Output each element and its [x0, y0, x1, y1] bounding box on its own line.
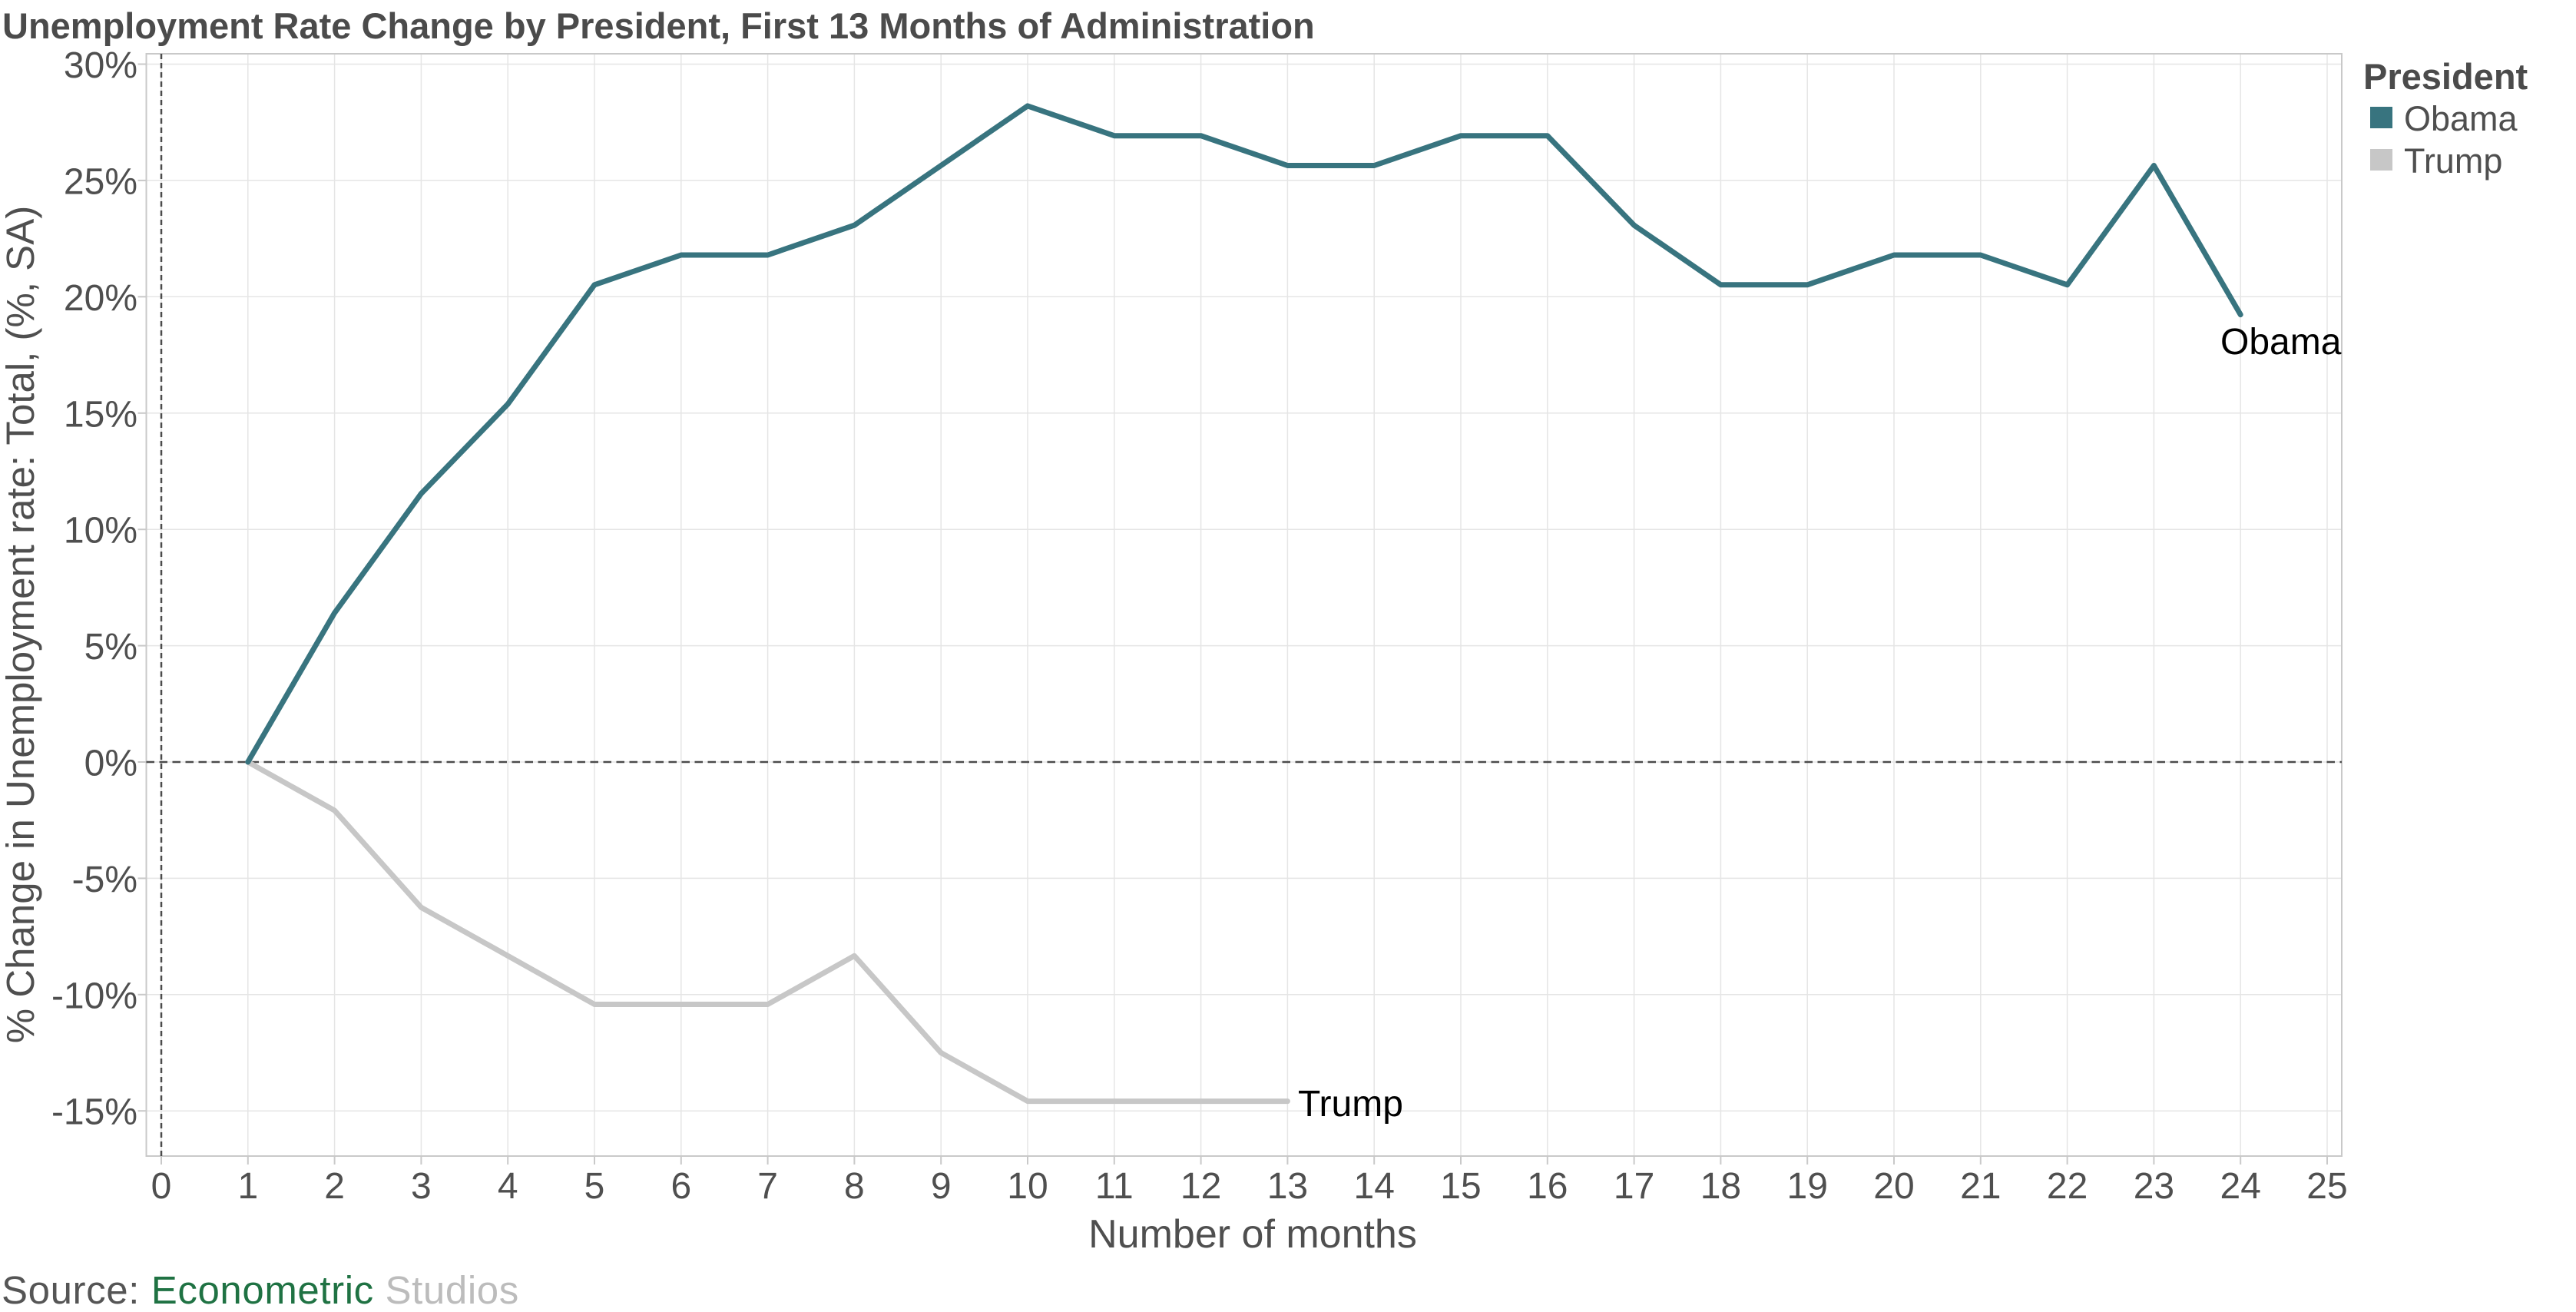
svg-text:11: 11 — [1095, 1166, 1134, 1207]
svg-text:21: 21 — [1960, 1166, 2001, 1207]
svg-text:8: 8 — [844, 1166, 865, 1207]
svg-text:23: 23 — [2134, 1166, 2174, 1207]
svg-text:12: 12 — [1180, 1166, 1221, 1207]
svg-text:Trump: Trump — [1298, 1084, 1403, 1125]
svg-text:Trump: Trump — [2404, 141, 2502, 181]
svg-text:13: 13 — [1267, 1166, 1308, 1207]
svg-text:Source: Econometric Studios: Source: Econometric Studios — [2, 1268, 519, 1312]
svg-text:-5%: -5% — [72, 860, 137, 900]
svg-text:2: 2 — [324, 1166, 345, 1207]
svg-text:Obama: Obama — [2404, 99, 2518, 138]
svg-text:3: 3 — [411, 1166, 432, 1207]
svg-text:4: 4 — [498, 1166, 518, 1207]
svg-text:0: 0 — [151, 1166, 172, 1207]
svg-text:6: 6 — [670, 1166, 691, 1207]
svg-text:10%: 10% — [64, 511, 137, 552]
svg-text:10: 10 — [1007, 1166, 1048, 1207]
svg-text:25%: 25% — [64, 161, 137, 202]
svg-text:18: 18 — [1700, 1166, 1741, 1207]
svg-text:Unemployment Rate Change by Pr: Unemployment Rate Change by President, F… — [2, 5, 1315, 46]
svg-text:15: 15 — [1440, 1166, 1481, 1207]
svg-text:17: 17 — [1614, 1166, 1654, 1207]
svg-text:25: 25 — [2306, 1166, 2347, 1207]
svg-text:President: President — [2363, 56, 2528, 97]
svg-text:9: 9 — [931, 1166, 952, 1207]
svg-text:14: 14 — [1354, 1166, 1395, 1207]
svg-text:-10%: -10% — [51, 976, 137, 1016]
svg-text:1: 1 — [237, 1166, 258, 1207]
svg-text:20: 20 — [1873, 1166, 1914, 1207]
svg-text:Obama: Obama — [2220, 322, 2342, 363]
svg-text:0%: 0% — [84, 744, 137, 784]
svg-text:5%: 5% — [84, 627, 137, 668]
svg-text:30%: 30% — [64, 45, 137, 86]
svg-text:20%: 20% — [64, 278, 137, 319]
svg-text:Number of months: Number of months — [1088, 1212, 1417, 1257]
svg-text:% Change in Unemployment rate:: % Change in Unemployment rate: Total, (%… — [0, 206, 42, 1043]
svg-text:7: 7 — [757, 1166, 778, 1207]
svg-text:19: 19 — [1787, 1166, 1828, 1207]
svg-text:24: 24 — [2220, 1166, 2261, 1207]
svg-text:5: 5 — [584, 1166, 605, 1207]
svg-text:-15%: -15% — [51, 1092, 137, 1133]
svg-text:15%: 15% — [64, 394, 137, 435]
svg-text:16: 16 — [1527, 1166, 1568, 1207]
svg-text:22: 22 — [2047, 1166, 2088, 1207]
